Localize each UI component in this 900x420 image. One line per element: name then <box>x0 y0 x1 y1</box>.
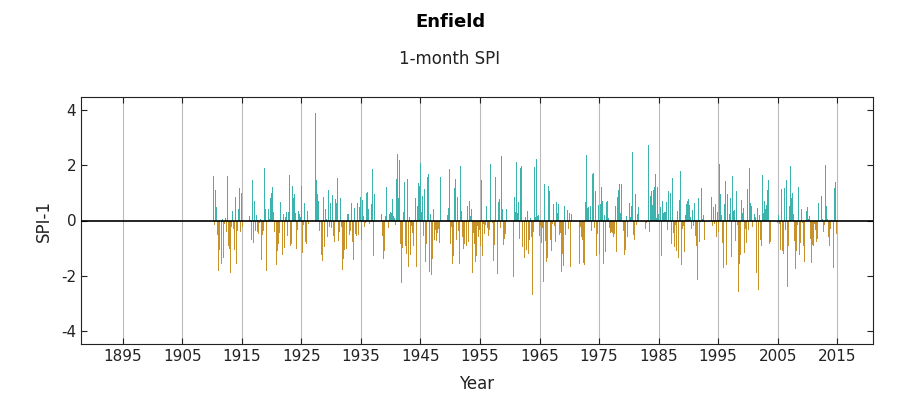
Text: Enfield: Enfield <box>415 13 485 31</box>
Y-axis label: SPI-1: SPI-1 <box>35 200 53 242</box>
Text: 1-month SPI: 1-month SPI <box>400 50 500 68</box>
X-axis label: Year: Year <box>459 375 495 394</box>
